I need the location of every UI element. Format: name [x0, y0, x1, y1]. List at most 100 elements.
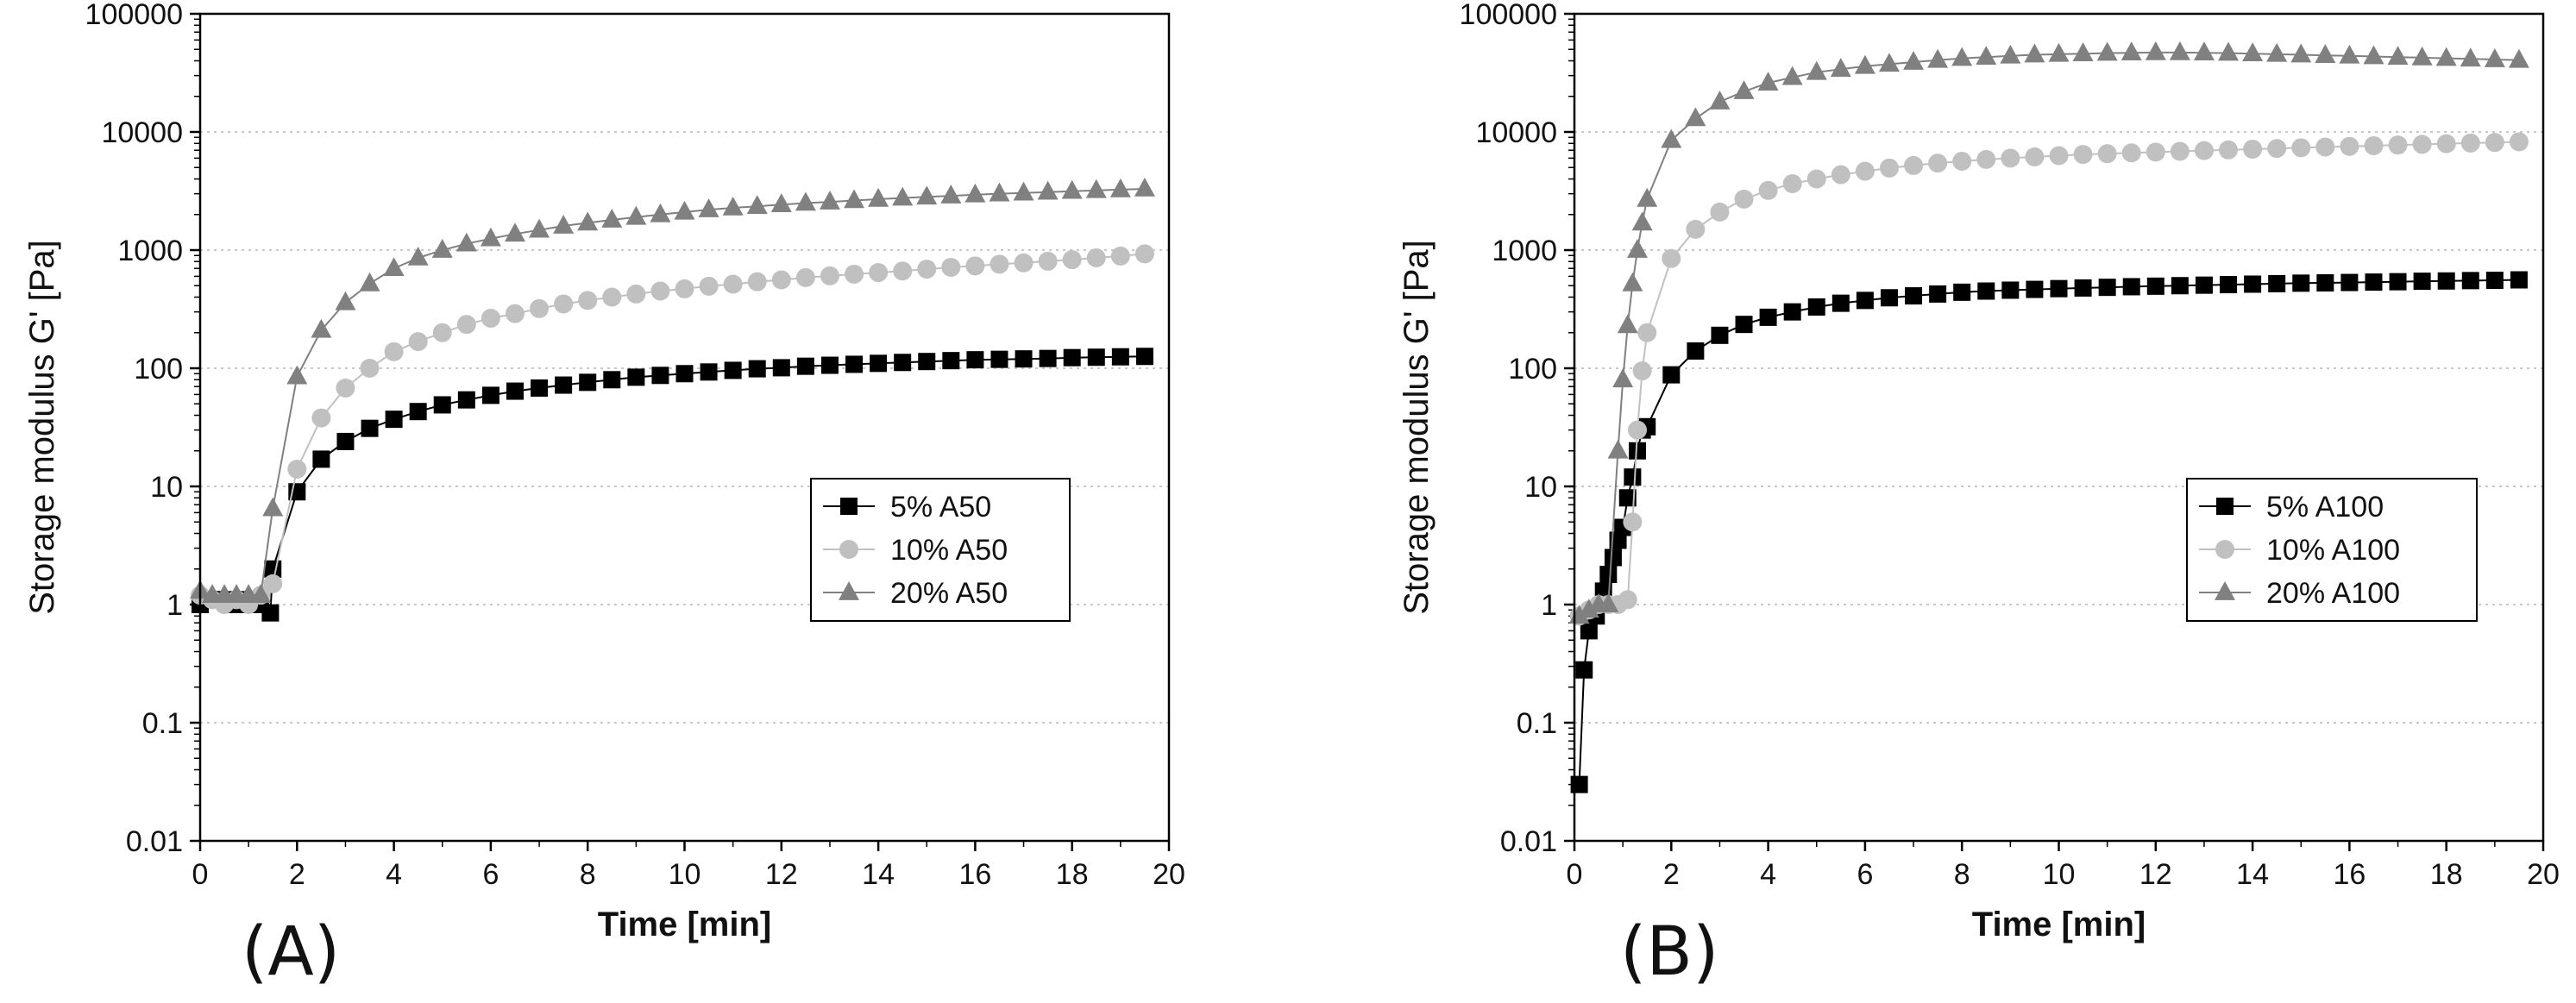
- data-point: [1061, 179, 1083, 199]
- data-point: [845, 264, 864, 284]
- data-point: [335, 291, 356, 310]
- data-point: [1735, 316, 1753, 334]
- data-point: [723, 274, 743, 294]
- data-point: [1110, 246, 1130, 266]
- y-tick-label: 1000: [117, 235, 183, 267]
- data-point: [1624, 468, 1642, 486]
- y-tick-label: 100: [1508, 353, 1557, 386]
- data-point: [1014, 253, 1034, 273]
- data-point: [530, 298, 550, 318]
- data-point: [698, 198, 719, 217]
- panel-label-a: (A): [242, 913, 341, 991]
- data-point: [602, 287, 622, 307]
- panel-label-b: (B): [1620, 913, 1719, 991]
- y-tick-label: 1: [166, 589, 183, 622]
- data-point: [771, 270, 791, 290]
- data-point: [2411, 46, 2433, 66]
- data-point: [819, 191, 840, 210]
- data-point: [2509, 132, 2529, 152]
- data-point: [2485, 133, 2504, 153]
- data-point: [433, 396, 451, 414]
- data-point: [1686, 219, 1706, 239]
- data-point: [1687, 342, 1705, 360]
- y-tick-label: 0.1: [142, 707, 183, 740]
- data-point: [287, 459, 307, 479]
- data-point: [916, 185, 938, 205]
- data-point: [2218, 41, 2240, 61]
- data-point: [1598, 592, 1619, 612]
- data-point: [2242, 42, 2264, 62]
- y-tick-label: 1000: [1492, 235, 1557, 267]
- data-point: [361, 419, 379, 437]
- data-point: [966, 351, 984, 369]
- data-point: [2389, 273, 2407, 291]
- data-point: [2484, 48, 2505, 67]
- data-point: [1134, 177, 1155, 197]
- legend-marker: [839, 580, 859, 600]
- series-line: [1579, 141, 2519, 617]
- y-tick-label: 100000: [85, 0, 183, 31]
- data-point: [651, 367, 669, 385]
- x-tick-label: 8: [580, 858, 596, 891]
- data-point: [407, 246, 429, 266]
- data-point: [892, 186, 914, 206]
- data-point: [964, 183, 986, 203]
- data-point: [1880, 289, 1898, 307]
- data-point: [1109, 178, 1131, 197]
- data-point: [1626, 238, 1648, 258]
- data-point: [1976, 46, 1997, 66]
- data-point: [1607, 439, 1629, 459]
- data-point: [942, 352, 960, 370]
- data-point: [747, 272, 767, 291]
- data-point: [2363, 45, 2384, 65]
- data-point: [2290, 43, 2312, 63]
- y-tick-label: 1: [1541, 589, 1557, 622]
- data-point: [1037, 180, 1059, 200]
- legend-entry: 10% A100: [2266, 534, 2400, 567]
- data-point: [432, 323, 452, 342]
- data-point: [700, 363, 718, 381]
- data-point: [2435, 47, 2457, 66]
- data-point: [2387, 46, 2409, 66]
- data-point: [457, 391, 475, 409]
- data-point: [2122, 278, 2140, 296]
- data-point: [820, 356, 839, 374]
- data-point: [2120, 41, 2142, 60]
- data-point: [408, 332, 428, 352]
- x-tick-label: 16: [2333, 858, 2366, 891]
- y-tick-label: 0.01: [126, 825, 183, 858]
- data-point: [2292, 274, 2310, 292]
- data-point: [1927, 48, 1949, 68]
- y-tick-label: 10: [150, 471, 183, 504]
- data-point: [385, 411, 403, 429]
- data-point: [2266, 42, 2288, 62]
- data-point: [1618, 590, 1637, 610]
- data-point: [845, 355, 864, 373]
- data-point: [1759, 308, 1777, 326]
- x-axis-label: Time [min]: [598, 906, 772, 943]
- data-point: [2146, 277, 2164, 295]
- data-point: [1134, 244, 1154, 264]
- data-point: [627, 368, 645, 386]
- data-point: [1038, 251, 1058, 271]
- data-point: [1637, 187, 1658, 207]
- legend-box: [2186, 478, 2478, 622]
- y-axis-label: Storage modulus G' [Pa]: [23, 240, 61, 615]
- data-point: [2169, 41, 2190, 60]
- plot-frame: [198, 12, 1171, 843]
- data-point: [990, 254, 1009, 274]
- data-point: [2510, 271, 2528, 289]
- data-point: [2412, 135, 2432, 154]
- data-point: [1831, 165, 1850, 185]
- data-point: [1953, 283, 1971, 301]
- legend-entry: 10% A50: [890, 534, 1008, 567]
- data-point: [990, 350, 1008, 368]
- data-point: [360, 359, 380, 378]
- data-point: [1757, 72, 1779, 91]
- data-point: [1929, 285, 1947, 303]
- data-point: [918, 353, 936, 371]
- data-point: [2170, 141, 2190, 161]
- y-tick-label: 100000: [1460, 0, 1557, 31]
- data-point: [1806, 60, 1827, 80]
- data-point: [1951, 47, 1973, 66]
